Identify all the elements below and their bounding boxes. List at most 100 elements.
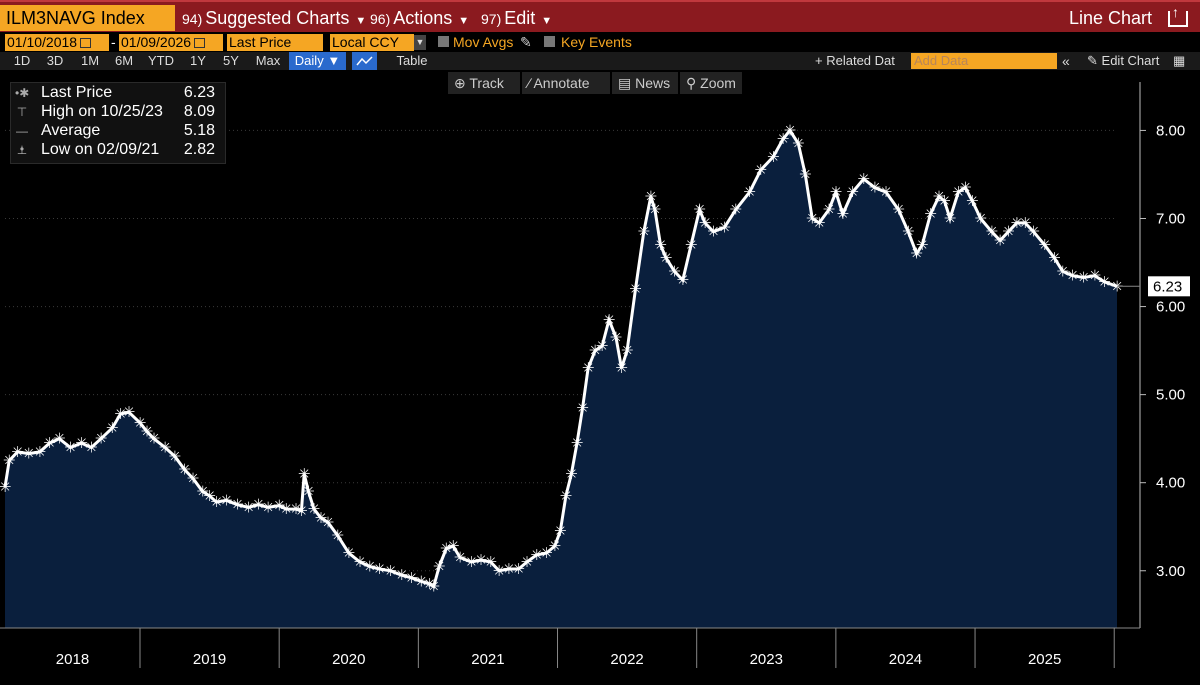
data-point-marker: ✳ (830, 183, 843, 201)
data-point-marker: ✳ (159, 438, 172, 456)
legend-average: —• Average 5.18 (16, 122, 215, 156)
pencil-icon[interactable]: ✎ (520, 34, 532, 50)
chevron-down-icon: ▼ (541, 15, 553, 27)
average-marker-icon: —• (16, 124, 28, 156)
news-button[interactable]: ▤ News (612, 72, 678, 94)
data-point-marker: ✳ (668, 262, 681, 280)
share-icon[interactable] (1168, 0, 1188, 27)
data-point-marker: ✳ (196, 483, 209, 501)
period-5y[interactable]: 5Y (223, 53, 239, 68)
data-point-marker: ✳ (813, 214, 826, 232)
related-data-button[interactable]: + Related Dat (815, 53, 895, 68)
legend-last-price: •✱ Last Price 6.23 (15, 84, 215, 101)
data-point-marker: ✳ (638, 223, 651, 241)
zoom-button[interactable]: ⚲ Zoom (680, 72, 742, 94)
data-point-marker: ✳ (660, 249, 673, 267)
calendar-icon[interactable] (194, 38, 206, 49)
data-point-marker: ✳ (649, 201, 662, 219)
data-point-marker: ✳ (290, 500, 303, 518)
x-tick-label: 2023 (750, 651, 783, 668)
chevron-down-icon[interactable]: ▼ (414, 35, 426, 50)
data-point-marker: ✳ (85, 438, 98, 456)
period-1d[interactable]: 1D (13, 53, 31, 68)
news-icon: ▤ (618, 75, 632, 91)
chevron-down-icon: ▼ (355, 15, 367, 27)
high-marker-icon: ⊤ (16, 105, 28, 119)
start-date-field[interactable]: 01/10/2018 (5, 34, 109, 51)
period-row: 1D 3D 1M 6M YTD 1Y 5Y Max Daily ▼ Table … (0, 52, 1200, 70)
collapse-icon[interactable]: « (1062, 53, 1070, 69)
data-point-marker: ✳ (589, 342, 602, 360)
edit-menu[interactable]: 97) Edit ▼ (481, 8, 553, 28)
data-point-marker: ✳ (433, 557, 446, 575)
currency-selector[interactable]: Local CCY (330, 34, 414, 51)
mov-avgs-checkbox[interactable] (438, 36, 449, 47)
annotate-icon: ∕ (528, 75, 531, 91)
end-date-field[interactable]: 01/09/2026 (119, 34, 223, 51)
suggested-charts-menu[interactable]: 94) Suggested Charts ▼ (182, 8, 367, 28)
y-tick-label: 7.00 (1156, 211, 1185, 228)
data-point-marker: ✳ (916, 236, 929, 254)
data-point-marker: ✳ (823, 201, 836, 219)
period-1y[interactable]: 1Y (190, 53, 206, 68)
y-tick-label: 8.00 (1156, 122, 1185, 139)
line-chart-icon[interactable] (352, 52, 377, 70)
data-point-marker: ✳ (262, 498, 275, 516)
data-point-marker: ✳ (373, 560, 386, 578)
data-point-marker: ✳ (427, 578, 440, 596)
last-value-badge (1148, 276, 1190, 297)
data-point-marker: ✳ (440, 540, 453, 558)
table-button[interactable]: Table (396, 53, 428, 68)
x-tick-label: 2021 (471, 651, 504, 668)
y-tick-label: 3.00 (1156, 563, 1185, 580)
data-point-marker: ✳ (857, 170, 870, 188)
data-point-marker: ✳ (405, 569, 418, 587)
edit-chart-button[interactable]: ✎ Edit Chart (1087, 53, 1160, 68)
calendar-icon[interactable] (80, 38, 92, 49)
data-point-marker: ✳ (512, 560, 525, 578)
period-ytd[interactable]: YTD (148, 53, 174, 68)
data-point-marker: ✳ (767, 148, 780, 166)
data-point-marker: ✳ (11, 443, 24, 461)
period-6m[interactable]: 6M (114, 53, 134, 68)
data-point-marker: ✳ (484, 553, 497, 571)
data-point-marker: ✳ (1002, 223, 1015, 241)
period-3d[interactable]: 3D (46, 53, 64, 68)
ticker-field[interactable]: ILM3NAVG Index (0, 5, 175, 31)
data-point-marker: ✳ (342, 544, 355, 562)
data-point-marker: ✳ (985, 223, 998, 241)
data-point-marker: ✳ (846, 183, 859, 201)
data-point-marker: ✳ (966, 192, 979, 210)
chart-legend[interactable]: •✱ Last Price 6.23 ⊤ High on 10/25/23 8.… (10, 82, 226, 164)
data-point-marker: ✳ (134, 414, 147, 432)
data-point-marker: ✳ (654, 236, 667, 254)
data-point-marker: ✳ (220, 491, 233, 509)
data-point-marker: ✳ (944, 210, 957, 228)
grid-icon[interactable]: ▦ (1173, 53, 1186, 68)
data-point-marker: ✳ (571, 434, 584, 452)
data-point-marker: ✳ (203, 487, 216, 505)
add-data-input[interactable]: Add Data (911, 53, 1057, 69)
last-price-marker-icon: •✱ (15, 86, 30, 100)
series-line (3, 127, 1118, 589)
field-selector[interactable]: Last Price (227, 34, 323, 51)
data-point-marker: ✳ (644, 187, 657, 205)
data-point-marker: ✳ (521, 553, 534, 571)
frequency-selector[interactable]: Daily ▼ (289, 52, 346, 70)
chart-type-label[interactable]: Line Chart (1069, 0, 1188, 31)
pencil-icon: ✎ (1087, 53, 1098, 68)
data-point-marker: ✳ (676, 271, 689, 289)
data-point-marker: ✳ (322, 513, 335, 531)
period-1m[interactable]: 1M (80, 53, 100, 68)
data-point-marker: ✳ (169, 447, 182, 465)
period-max[interactable]: Max (255, 53, 281, 68)
key-events-checkbox[interactable] (544, 36, 555, 47)
annotate-button[interactable]: ∕ Annotate (522, 72, 610, 94)
data-point-marker: ✳ (837, 205, 850, 223)
data-point-marker: ✳ (806, 210, 819, 228)
data-point-marker: ✳ (718, 218, 731, 236)
actions-menu[interactable]: 96) Actions ▼ (370, 8, 470, 28)
data-point-marker: ✳ (280, 500, 293, 518)
track-button[interactable]: ⊕ Track (448, 72, 520, 94)
